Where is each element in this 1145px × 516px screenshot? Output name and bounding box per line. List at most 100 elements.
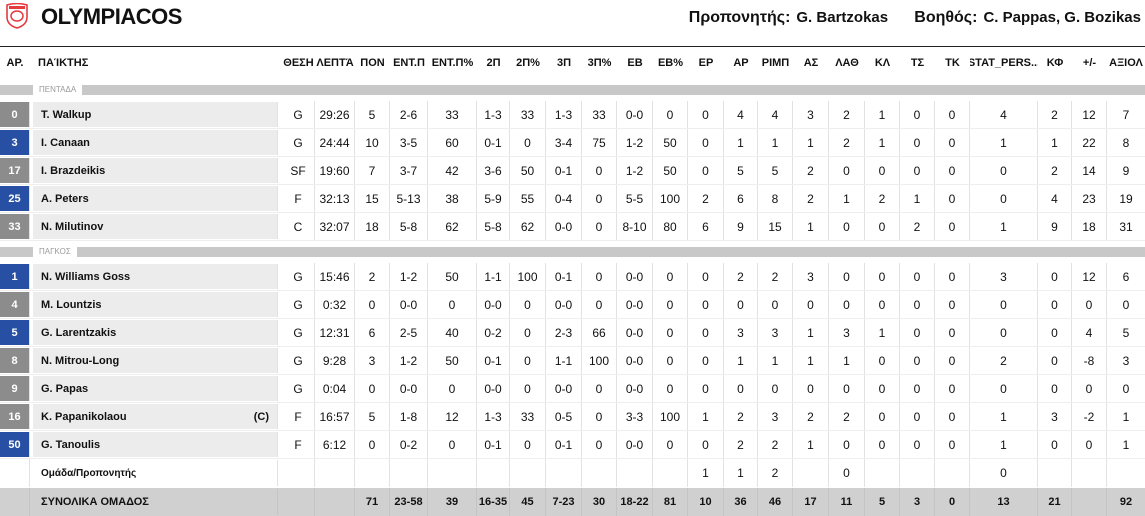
column-header[interactable]: ΑΣ xyxy=(803,57,819,69)
column-header[interactable]: ΕΒ xyxy=(627,57,643,69)
player-row[interactable]: 0 T. Walkup G 29:26 5 2-6 33 1-3 33 1-3 33 0-0 0 0 4 4 3… xyxy=(0,101,1145,129)
stat-cell: G xyxy=(282,319,315,346)
player-name-cell[interactable]: I. Brazdeikis xyxy=(33,158,278,183)
stat-cell xyxy=(428,459,477,487)
player-name-cell[interactable]: G. Papas xyxy=(33,376,278,401)
player-number: 33 xyxy=(0,214,30,239)
stat-cell: 50 xyxy=(653,129,688,156)
player-name[interactable]: N. Milutinov xyxy=(41,220,104,233)
table-header: ΑΡ. ΠΑΊΚΤΗΣ ΘΕΣΗ ΛΕΠΤΆ ΠΟΝ ΕΝΤ.Π ΕΝΤ.Π% 2Π 2Π% 3Π… xyxy=(0,48,1145,78)
column-header[interactable]: ΑΡ. xyxy=(6,57,24,69)
player-name[interactable]: G. Larentzakis xyxy=(41,326,117,339)
column-header[interactable]: ΕΡ xyxy=(698,57,714,69)
column-header[interactable]: ΑΞΙΟΛ xyxy=(1109,57,1143,69)
section-bench: ΠΑΓΚΟΣ xyxy=(0,247,1145,257)
stat-cell: 3-4 xyxy=(546,129,582,156)
stat-cell: G xyxy=(282,375,315,402)
stat-cell: 3 xyxy=(900,488,935,516)
player-name-cell[interactable]: G. Tanoulis xyxy=(33,432,278,457)
stat-cell: 33 xyxy=(582,101,617,128)
stat-cell: 0 xyxy=(355,431,390,458)
column-header[interactable]: 2Π% xyxy=(516,57,540,69)
stat-cell: 0 xyxy=(865,431,900,458)
column-header[interactable]: ΕΝΤ.Π xyxy=(393,57,425,69)
column-header[interactable]: ΕΒ% xyxy=(657,57,684,69)
column-header[interactable]: ΕΝΤ.Π% xyxy=(431,57,474,69)
player-name[interactable]: I. Canaan xyxy=(41,136,90,149)
column-header[interactable]: ΛΑΘ xyxy=(835,57,859,69)
stat-cell xyxy=(315,488,355,516)
stat-cell: 0 xyxy=(355,375,390,402)
column-header[interactable]: STAT_PERS... xyxy=(970,57,1038,69)
column-header[interactable]: 3Π% xyxy=(587,57,612,69)
stat-cell: 0-0 xyxy=(617,375,653,402)
stat-cell xyxy=(477,459,510,487)
player-name-cell[interactable]: G. Larentzakis xyxy=(33,320,278,345)
player-row[interactable]: 17 I. Brazdeikis SF 19:60 7 3-7 42 3-6 50 0-1 0 1-2… xyxy=(0,157,1145,185)
column-header[interactable]: 2Π xyxy=(486,57,501,69)
player-row[interactable]: 8 N. Mitrou-Long G 9:28 3 1-2 50 0-1 0 1-1 100 0-0 0… xyxy=(0,347,1145,375)
stat-cell: 30 xyxy=(582,488,617,516)
column-header[interactable]: 3Π xyxy=(556,57,572,69)
stat-cell xyxy=(865,459,900,487)
player-row[interactable]: 25 A. Peters F 32:13 15 5-13 38 5-9 55 0-4 0 5-5 100… xyxy=(0,185,1145,213)
player-name-cell[interactable]: N. Mitrou-Long xyxy=(33,348,278,373)
player-name[interactable]: N. Williams Goss xyxy=(41,270,131,283)
player-row[interactable]: 1 N. Williams Goss G 15:46 2 1-2 50 1-1 100 0-1 0 0… xyxy=(0,263,1145,291)
stat-cell: 14 xyxy=(1072,157,1107,184)
empty-cell xyxy=(0,488,30,516)
player-name[interactable]: I. Brazdeikis xyxy=(41,164,106,177)
column-header[interactable]: ΛΕΠΤΆ xyxy=(316,57,354,69)
player-name[interactable]: A. Peters xyxy=(41,192,89,205)
stat-cell: 0-0 xyxy=(617,291,653,318)
player-row[interactable]: 5 G. Larentzakis G 12:31 6 2-5 40 0-2 0 2-3 66 0-0 0… xyxy=(0,319,1145,347)
column-header[interactable]: ΤΚ xyxy=(945,57,960,69)
column-header[interactable]: ΘΕΣΗ xyxy=(283,57,314,69)
player-name-cell[interactable]: M. Lountzis xyxy=(33,292,278,317)
player-name-cell[interactable]: N. Williams Goss xyxy=(33,264,278,289)
stat-cell: 0 xyxy=(935,347,970,374)
player-name-cell[interactable]: A. Peters xyxy=(33,186,278,211)
column-header[interactable]: ΑΡ xyxy=(733,57,749,69)
stat-cell: 1 xyxy=(1122,437,1130,452)
player-name[interactable]: G. Tanoulis xyxy=(41,438,101,451)
stat-cell: 0:04 xyxy=(315,375,355,402)
column-header[interactable]: +/- xyxy=(1082,57,1097,69)
player-name-cell[interactable]: I. Canaan xyxy=(33,130,278,155)
player-row[interactable]: 4 M. Lountzis G 0:32 0 0-0 0 0-0 0 0-0 0 0-0 0 0 0 0 0 0 0… xyxy=(0,291,1145,319)
stat-cell: 1-8 xyxy=(390,403,428,430)
stat-cell: 0 xyxy=(582,213,617,240)
player-name[interactable]: G. Papas xyxy=(41,382,89,395)
stat-cell: 0 xyxy=(1072,375,1107,402)
player-row[interactable]: 33 N. Milutinov C 32:07 18 5-8 62 5-8 62 0-0 0 8-10… xyxy=(0,213,1145,241)
stat-cell: 0 xyxy=(582,291,617,318)
player-row[interactable]: 50 G. Tanoulis F 6:12 0 0-2 0 0-1 0 0-1 0 0-0 0 0 2 2 1 0… xyxy=(0,431,1145,459)
player-row[interactable]: 3 I. Canaan G 24:44 10 3-5 60 0-1 0 3-4 75 1-2 50 0 1 1… xyxy=(0,129,1145,157)
player-name[interactable]: N. Mitrou-Long xyxy=(41,354,120,367)
player-name-cell[interactable]: N. Milutinov xyxy=(33,214,278,239)
player-row[interactable]: 16 K. Papanikolaou (C) F 16:57 5 1-8 12 1-3 33 0-5… xyxy=(0,403,1145,431)
stat-cell: 0-0 xyxy=(477,375,510,402)
stat-cell: 3 xyxy=(758,403,793,430)
stat-cell: 0 xyxy=(970,459,1038,487)
stat-cell: 75 xyxy=(582,129,617,156)
player-name[interactable]: K. Papanikolaou xyxy=(41,410,127,423)
stat-cell: 5-8 xyxy=(477,213,510,240)
player-name[interactable]: M. Lountzis xyxy=(41,298,102,311)
column-header[interactable]: ΤΣ xyxy=(910,57,925,69)
stat-cell: 0 xyxy=(900,291,935,318)
column-header[interactable]: ΠΟΝ xyxy=(360,57,385,69)
stat-cell: 100 xyxy=(510,263,546,290)
player-number: 5 xyxy=(0,320,30,345)
column-header[interactable]: ΠΑΊΚΤΗΣ xyxy=(38,57,89,69)
stat-cell: 0 xyxy=(510,347,546,374)
player-name[interactable]: T. Walkup xyxy=(41,108,92,121)
player-name-cell[interactable]: T. Walkup xyxy=(33,102,278,127)
player-row[interactable]: 9 G. Papas G 0:04 0 0-0 0 0-0 0 0-0 0 0-0 0 0 0 0 0 0 0 0 0 0… xyxy=(0,375,1145,403)
player-name-cell[interactable]: K. Papanikolaou (C) xyxy=(33,404,278,429)
column-header[interactable]: ΡΙΜΠ xyxy=(761,57,790,69)
column-header[interactable]: ΚΦ xyxy=(1046,57,1064,69)
column-header[interactable]: ΚΛ xyxy=(874,57,891,69)
stat-cell: 0 xyxy=(582,157,617,184)
stat-cell: 0 xyxy=(935,488,970,516)
